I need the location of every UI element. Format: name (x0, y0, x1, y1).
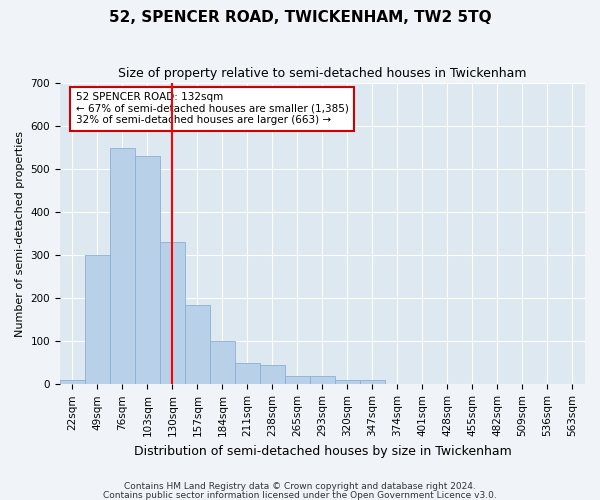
Bar (85, 255, 110, 384)
Title: Size of property relative to semi-detached houses in Twickenham: Size of property relative to semi-detach… (118, 68, 527, 80)
Text: 52, SPENCER ROAD, TWICKENHAM, TW2 5TQ: 52, SPENCER ROAD, TWICKENHAM, TW2 5TQ (109, 10, 491, 25)
Bar (185, 304, 210, 384)
Text: 52 SPENCER ROAD: 132sqm
← 67% of semi-detached houses are smaller (1,385)
32% of: 52 SPENCER ROAD: 132sqm ← 67% of semi-de… (76, 92, 349, 126)
Bar (60, 380, 85, 384)
Bar (160, 242, 185, 384)
Bar (110, 148, 135, 384)
Bar (285, 376, 310, 384)
Bar (360, 380, 385, 384)
Bar (310, 376, 335, 384)
Bar (260, 365, 285, 384)
Bar (210, 342, 235, 384)
Bar (135, 156, 160, 384)
Y-axis label: Number of semi-detached properties: Number of semi-detached properties (15, 130, 25, 336)
Text: Contains public sector information licensed under the Open Government Licence v3: Contains public sector information licen… (103, 490, 497, 500)
X-axis label: Distribution of semi-detached houses by size in Twickenham: Distribution of semi-detached houses by … (134, 444, 511, 458)
Text: Contains HM Land Registry data © Crown copyright and database right 2024.: Contains HM Land Registry data © Crown c… (124, 482, 476, 491)
Bar (335, 380, 360, 384)
Bar (235, 363, 260, 384)
